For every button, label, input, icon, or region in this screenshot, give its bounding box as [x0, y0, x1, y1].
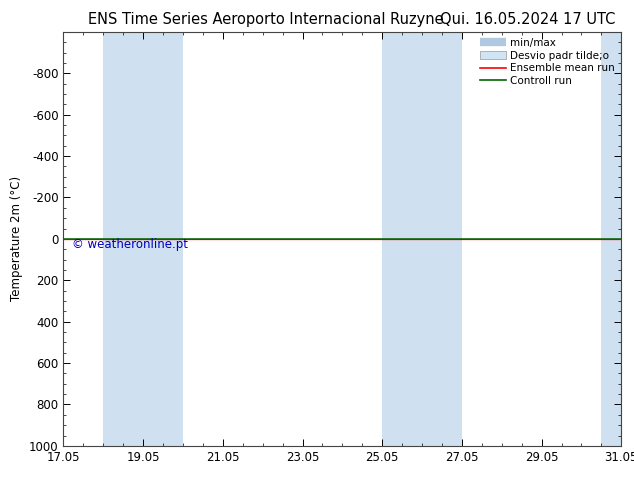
- Text: Qui. 16.05.2024 17 UTC: Qui. 16.05.2024 17 UTC: [439, 12, 615, 27]
- Bar: [602, 32, 621, 446]
- Legend: min/max, Desvio padr tilde;o, Ensemble mean run, Controll run: min/max, Desvio padr tilde;o, Ensemble m…: [476, 34, 619, 90]
- Bar: [382, 32, 462, 446]
- Text: © weatheronline.pt: © weatheronline.pt: [72, 238, 188, 251]
- Text: ENS Time Series Aeroporto Internacional Ruzyne: ENS Time Series Aeroporto Internacional …: [89, 12, 444, 27]
- Bar: [103, 32, 183, 446]
- Y-axis label: Temperature 2m (°C): Temperature 2m (°C): [10, 176, 23, 301]
